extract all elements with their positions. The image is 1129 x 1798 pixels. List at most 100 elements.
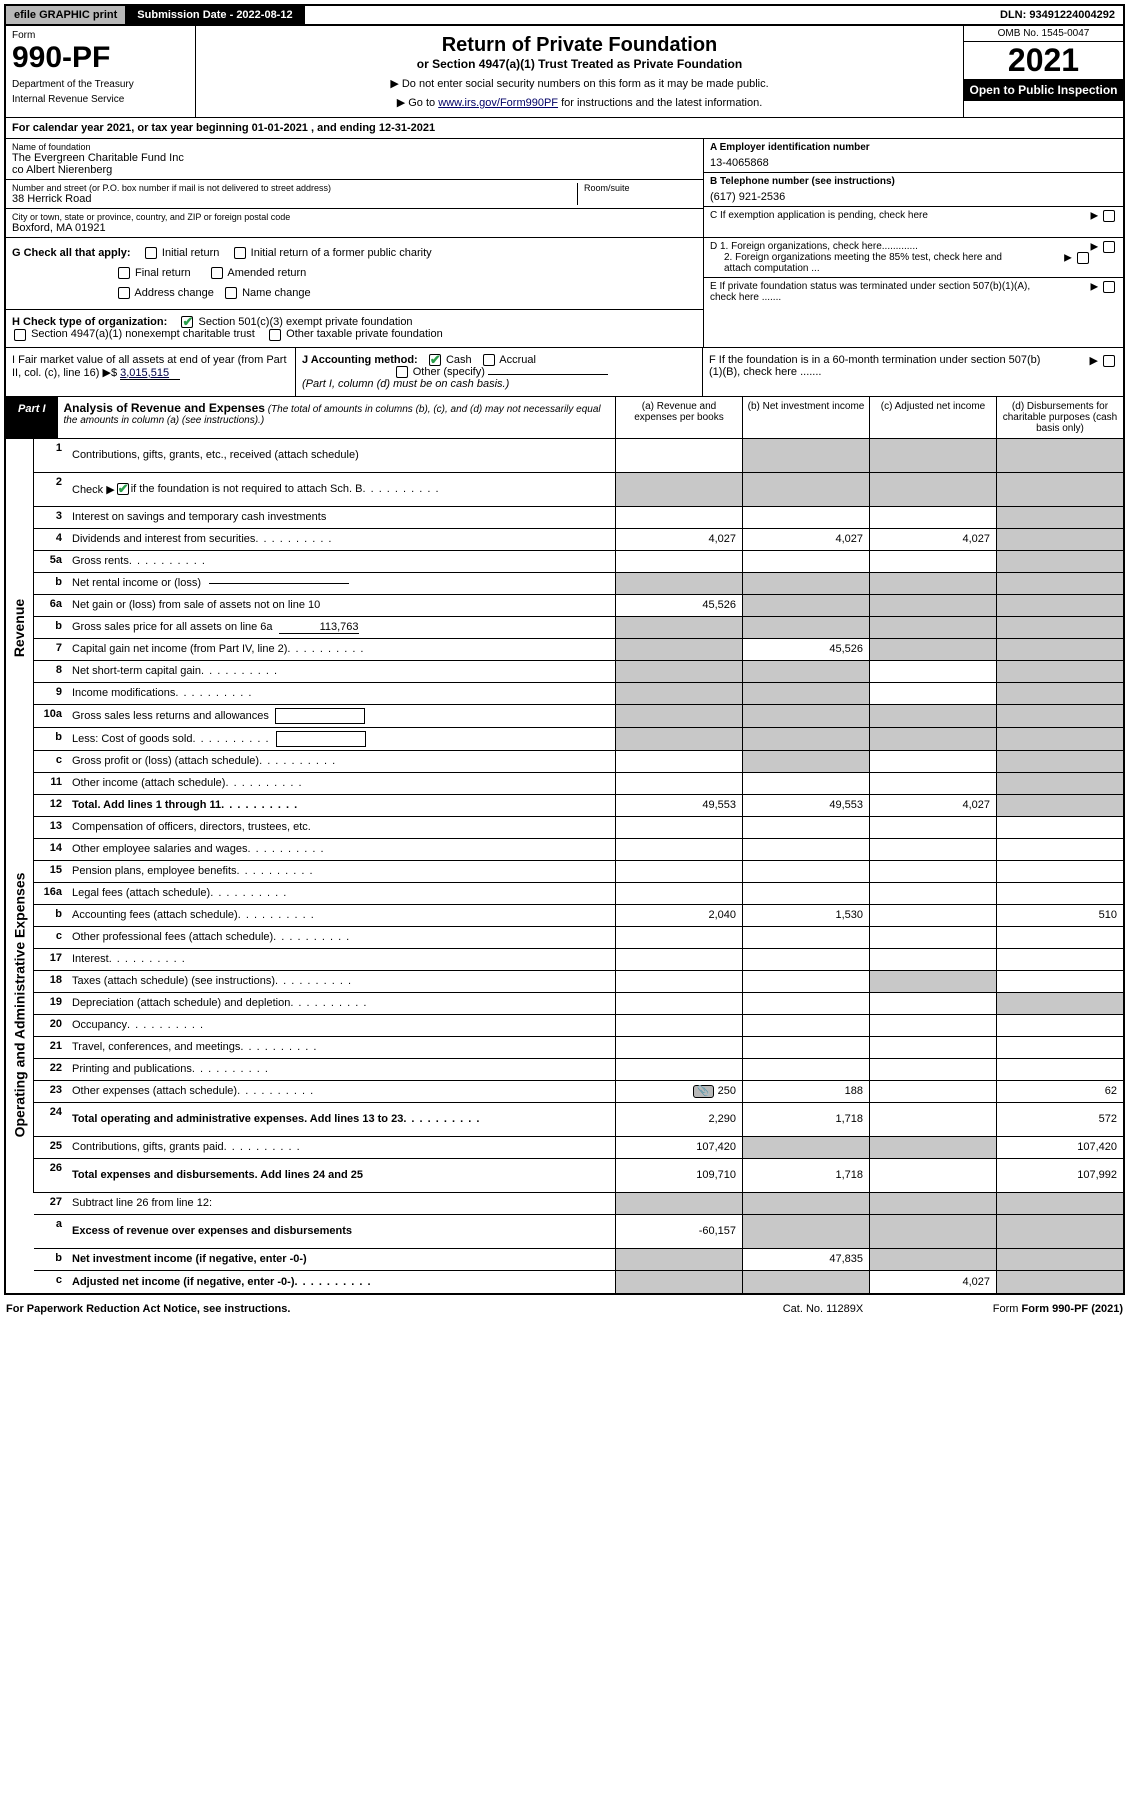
table-row: 6aNet gain or (loss) from sale of assets… <box>34 595 1123 617</box>
f-section: F If the foundation is in a 60-month ter… <box>703 348 1123 396</box>
e-label: E If private foundation status was termi… <box>710 281 1050 303</box>
address: 38 Herrick Road <box>12 193 577 205</box>
form-number: 990-PF <box>12 41 189 75</box>
table-row: 1Contributions, gifts, grants, etc., rec… <box>34 439 1123 473</box>
h-other-checkbox[interactable] <box>269 329 281 341</box>
table-row: bAccounting fees (attach schedule)2,0401… <box>34 905 1123 927</box>
attachment-icon[interactable]: 📎 <box>693 1085 713 1098</box>
d2-checkbox[interactable] <box>1077 252 1089 264</box>
form-header: Form 990-PF Department of the Treasury I… <box>6 26 1123 118</box>
g-name-checkbox[interactable] <box>225 287 237 299</box>
addr-label: Number and street (or P.O. box number if… <box>12 183 577 193</box>
table-row: 7Capital gain net income (from Part IV, … <box>34 639 1123 661</box>
table-row: bLess: Cost of goods sold <box>34 728 1123 751</box>
j-other-checkbox[interactable] <box>396 366 408 378</box>
e-checkbox[interactable] <box>1103 281 1115 293</box>
form-title: Return of Private Foundation <box>204 34 955 57</box>
instr-2: ▶ Go to www.irs.gov/Form990PF for instru… <box>204 96 955 109</box>
table-row: bNet rental income or (loss) <box>34 573 1123 595</box>
j-section: J Accounting method: Cash Accrual Other … <box>296 348 703 396</box>
city-label: City or town, state or province, country… <box>12 212 697 222</box>
table-row: 23Other expenses (attach schedule)📎25018… <box>34 1081 1123 1103</box>
name-label: Name of foundation <box>12 142 697 152</box>
table-row: 17Interest <box>34 949 1123 971</box>
j-accrual-checkbox[interactable] <box>483 354 495 366</box>
table-row: 24Total operating and administrative exp… <box>34 1103 1123 1137</box>
table-row: 12Total. Add lines 1 through 1149,55349,… <box>34 795 1123 817</box>
part1-desc: Analysis of Revenue and Expenses (The to… <box>58 397 615 438</box>
ein-value: 13-4065868 <box>710 157 1117 169</box>
table-row: 18Taxes (attach schedule) (see instructi… <box>34 971 1123 993</box>
g-initial-checkbox[interactable] <box>145 247 157 259</box>
table-row: 11Other income (attach schedule) <box>34 773 1123 795</box>
table-row: 8Net short-term capital gain <box>34 661 1123 683</box>
omb-number: OMB No. 1545-0047 <box>964 26 1123 42</box>
table-row: 2Check ▶ if the foundation is not requir… <box>34 473 1123 507</box>
g-initial-former-checkbox[interactable] <box>234 247 246 259</box>
g-amended-checkbox[interactable] <box>211 267 223 279</box>
table-row: cAdjusted net income (if negative, enter… <box>34 1271 1123 1293</box>
table-row: 20Occupancy <box>34 1015 1123 1037</box>
dln-label: DLN: 93491224004292 <box>992 6 1123 24</box>
table-row: cOther professional fees (attach schedul… <box>34 927 1123 949</box>
h-4947-checkbox[interactable] <box>14 329 26 341</box>
room-label: Room/suite <box>584 183 697 193</box>
ein-label: A Employer identification number <box>710 142 1117 153</box>
table-row: 19Depreciation (attach schedule) and dep… <box>34 993 1123 1015</box>
f-checkbox[interactable] <box>1103 355 1115 367</box>
table-row: 10aGross sales less returns and allowanc… <box>34 705 1123 728</box>
table-row: 5aGross rents <box>34 551 1123 573</box>
table-row: 26Total expenses and disbursements. Add … <box>34 1159 1123 1193</box>
table-row: 4Dividends and interest from securities4… <box>34 529 1123 551</box>
form-label: Form <box>12 30 189 41</box>
submission-date: Submission Date - 2022-08-12 <box>127 6 304 24</box>
g-address-checkbox[interactable] <box>118 287 130 299</box>
city: Boxford, MA 01921 <box>12 222 697 234</box>
efile-label: efile GRAPHIC print <box>6 6 127 24</box>
irs-label: Internal Revenue Service <box>12 94 189 105</box>
col-a-head: (a) Revenue and expenses per books <box>615 397 742 438</box>
d1-checkbox[interactable] <box>1103 241 1115 253</box>
schb-checkbox[interactable] <box>117 483 129 495</box>
dept-label: Department of the Treasury <box>12 79 189 90</box>
col-c-head: (c) Adjusted net income <box>869 397 996 438</box>
g-final-checkbox[interactable] <box>118 267 130 279</box>
form-subtitle: or Section 4947(a)(1) Trust Treated as P… <box>204 57 955 71</box>
instr-1: ▶ Do not enter social security numbers o… <box>204 77 955 90</box>
irs-link[interactable]: www.irs.gov/Form990PF <box>438 97 558 109</box>
part1-label: Part I <box>6 397 58 438</box>
table-row: 21Travel, conferences, and meetings <box>34 1037 1123 1059</box>
revenue-side-label: Revenue <box>6 439 34 817</box>
d2-label: 2. Foreign organizations meeting the 85%… <box>710 252 1030 274</box>
table-row: bGross sales price for all assets on lin… <box>34 617 1123 639</box>
table-row: 25Contributions, gifts, grants paid107,4… <box>34 1137 1123 1159</box>
c-checkbox[interactable] <box>1103 210 1115 222</box>
table-row: bNet investment income (if negative, ent… <box>34 1249 1123 1271</box>
foundation-name-2: co Albert Nierenberg <box>12 164 697 176</box>
calendar-year: For calendar year 2021, or tax year begi… <box>6 118 1123 139</box>
phone-value: (617) 921-2536 <box>710 191 1117 203</box>
c-label: C If exemption application is pending, c… <box>710 210 928 221</box>
h-501c3-checkbox[interactable] <box>181 316 193 328</box>
table-row: 9Income modifications <box>34 683 1123 705</box>
i-section: I Fair market value of all assets at end… <box>6 348 296 396</box>
open-public: Open to Public Inspection <box>964 79 1123 101</box>
table-row: 13Compensation of officers, directors, t… <box>34 817 1123 839</box>
d1-label: D 1. Foreign organizations, check here..… <box>710 241 918 252</box>
h-section: H Check type of organization: Section 50… <box>6 310 703 346</box>
table-row: 3Interest on savings and temporary cash … <box>34 507 1123 529</box>
tax-year: 2021 <box>964 42 1123 79</box>
g-section: G Check all that apply: Initial return I… <box>6 238 703 310</box>
j-cash-checkbox[interactable] <box>429 354 441 366</box>
col-b-head: (b) Net investment income <box>742 397 869 438</box>
table-row: 15Pension plans, employee benefits <box>34 861 1123 883</box>
table-row: 16aLegal fees (attach schedule) <box>34 883 1123 905</box>
page-footer: For Paperwork Reduction Act Notice, see … <box>0 1299 1129 1319</box>
top-bar: efile GRAPHIC print Submission Date - 20… <box>6 6 1123 26</box>
table-row: 14Other employee salaries and wages <box>34 839 1123 861</box>
phone-label: B Telephone number (see instructions) <box>710 176 1117 187</box>
col-d-head: (d) Disbursements for charitable purpose… <box>996 397 1123 438</box>
fmv-value[interactable]: 3,015,515 <box>120 367 180 380</box>
table-row: 27Subtract line 26 from line 12: <box>34 1193 1123 1215</box>
foundation-name-1: The Evergreen Charitable Fund Inc <box>12 152 697 164</box>
